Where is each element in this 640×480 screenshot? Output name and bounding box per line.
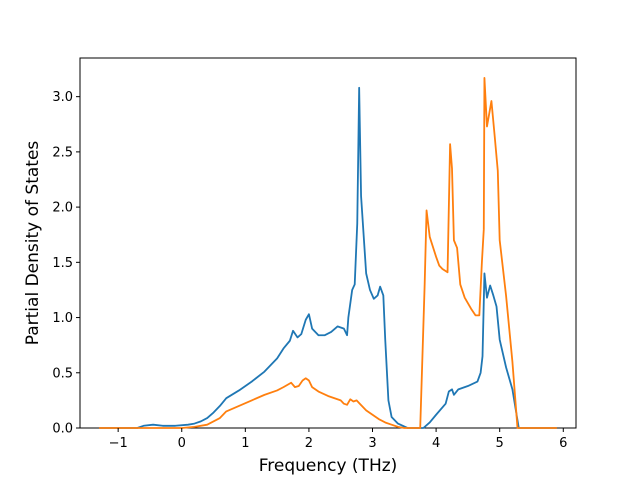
- x-axis-label: Frequency (THz): [259, 456, 398, 476]
- y-axis-label: Partial Density of States: [23, 141, 43, 346]
- series-line-2: [99, 76, 557, 429]
- series-layer: [99, 76, 557, 429]
- y-tick-label: 2.0: [52, 201, 73, 216]
- x-tick-label: 1: [241, 436, 249, 451]
- x-tick-label: 0: [178, 436, 186, 451]
- y-tick-label: 2.5: [52, 145, 73, 160]
- x-tick-label: 4: [432, 436, 440, 451]
- x-tick-label: 3: [368, 436, 376, 451]
- plot-frame: [79, 57, 577, 429]
- x-tick-label: 6: [559, 436, 567, 451]
- y-tick-label: 3.0: [52, 90, 73, 105]
- y-tick-label: 1.0: [52, 311, 73, 326]
- x-axis-ticks: −1 0 1 2 3 4 5 6: [109, 428, 567, 451]
- series-line-1: [99, 86, 557, 429]
- y-axis-ticks: 0.0 0.5 1.0 1.5 2.0 2.5 3.0: [52, 90, 80, 437]
- x-tick-label: 5: [496, 436, 504, 451]
- y-tick-label: 0.5: [52, 366, 73, 381]
- x-tick-label: −1: [109, 436, 128, 451]
- y-tick-label: 0.0: [52, 422, 73, 437]
- y-tick-label: 1.5: [52, 256, 73, 271]
- x-tick-label: 2: [305, 436, 313, 451]
